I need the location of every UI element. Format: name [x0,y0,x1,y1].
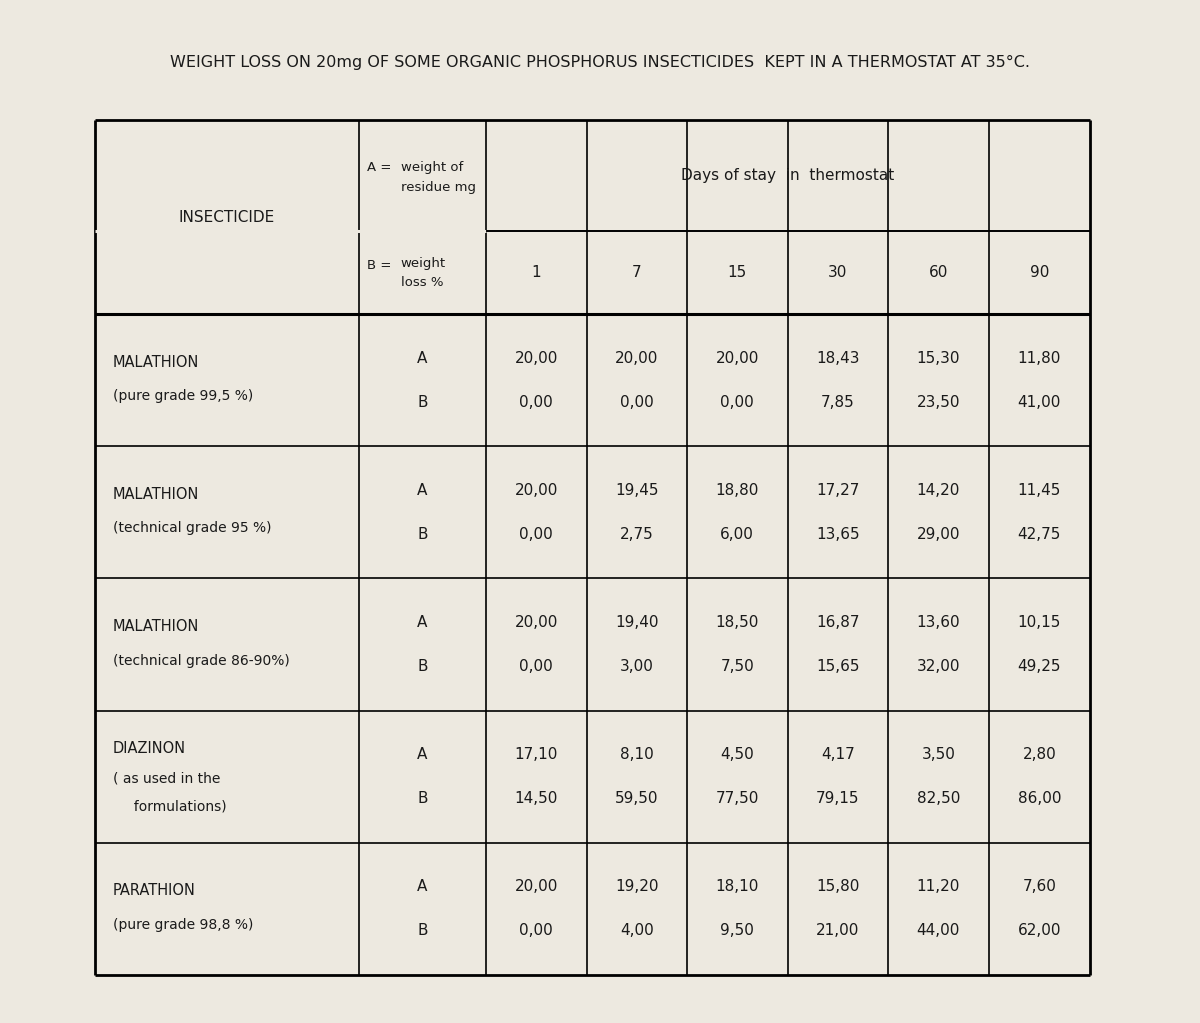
Text: 0,00: 0,00 [520,395,553,409]
Text: 15,30: 15,30 [917,351,960,365]
Text: 15: 15 [727,265,746,280]
Text: 0,00: 0,00 [520,527,553,542]
Text: 0,00: 0,00 [720,395,754,409]
Text: 20,00: 20,00 [515,880,558,894]
Text: A: A [418,351,427,365]
Text: INSECTICIDE: INSECTICIDE [179,210,275,224]
Text: 1: 1 [532,265,541,280]
Text: 13,65: 13,65 [816,527,859,542]
Text: B =: B = [367,259,395,272]
Text: 82,50: 82,50 [917,791,960,806]
Text: 15,80: 15,80 [816,880,859,894]
Text: MALATHION: MALATHION [113,619,199,634]
Text: B: B [418,395,427,409]
Text: 18,50: 18,50 [715,615,758,630]
Text: 14,50: 14,50 [515,791,558,806]
Text: 3,00: 3,00 [620,659,654,674]
Text: 19,45: 19,45 [616,483,659,498]
Text: B: B [418,791,427,806]
Text: 2,80: 2,80 [1022,747,1056,762]
Text: (pure grade 99,5 %): (pure grade 99,5 %) [113,389,253,403]
Text: 19,40: 19,40 [616,615,659,630]
Text: 0,00: 0,00 [620,395,654,409]
Text: 18,10: 18,10 [715,880,758,894]
Text: A: A [418,880,427,894]
Text: 18,80: 18,80 [715,483,758,498]
Text: 20,00: 20,00 [515,483,558,498]
Text: WEIGHT LOSS ON 20mg OF SOME ORGANIC PHOSPHORUS INSECTICIDES  KEPT IN A THERMOSTA: WEIGHT LOSS ON 20mg OF SOME ORGANIC PHOS… [170,54,1030,70]
Text: loss %: loss % [401,276,443,290]
Text: 44,00: 44,00 [917,924,960,938]
Text: 2,75: 2,75 [620,527,654,542]
Text: 20,00: 20,00 [515,351,558,365]
Text: 79,15: 79,15 [816,791,859,806]
Text: 4,50: 4,50 [720,747,754,762]
Text: 0,00: 0,00 [520,659,553,674]
Text: A =: A = [367,161,395,174]
Text: 3,50: 3,50 [922,747,955,762]
Text: A: A [418,483,427,498]
Text: A: A [418,747,427,762]
Text: weight: weight [401,257,446,270]
Text: 13,60: 13,60 [917,615,960,630]
Text: 4,00: 4,00 [620,924,654,938]
Text: 90: 90 [1030,265,1049,280]
Text: 59,50: 59,50 [616,791,659,806]
Text: 32,00: 32,00 [917,659,960,674]
Text: 7,50: 7,50 [720,659,754,674]
Text: 6,00: 6,00 [720,527,755,542]
Text: 11,80: 11,80 [1018,351,1061,365]
Text: (technical grade 95 %): (technical grade 95 %) [113,522,271,535]
Text: 29,00: 29,00 [917,527,960,542]
Text: 77,50: 77,50 [715,791,758,806]
Text: 18,43: 18,43 [816,351,859,365]
Text: formulations): formulations) [125,800,227,813]
Text: 23,50: 23,50 [917,395,960,409]
Text: 0,00: 0,00 [520,924,553,938]
Text: 7,60: 7,60 [1022,880,1056,894]
Text: 17,10: 17,10 [515,747,558,762]
Text: 16,87: 16,87 [816,615,859,630]
Text: weight of: weight of [401,161,463,174]
Text: 15,65: 15,65 [816,659,859,674]
Text: A: A [418,615,427,630]
Text: Days of stay  in  thermostat: Days of stay in thermostat [682,168,895,183]
Text: 9,50: 9,50 [720,924,755,938]
Text: 42,75: 42,75 [1018,527,1061,542]
Text: B: B [418,659,427,674]
Text: 41,00: 41,00 [1018,395,1061,409]
Text: B: B [418,924,427,938]
Text: DIAZINON: DIAZINON [113,742,186,756]
Text: 8,10: 8,10 [620,747,654,762]
Text: (technical grade 86-90%): (technical grade 86-90%) [113,654,289,668]
Text: 20,00: 20,00 [616,351,659,365]
Text: PARATHION: PARATHION [113,884,196,898]
Text: 4,17: 4,17 [821,747,854,762]
Text: MALATHION: MALATHION [113,355,199,369]
Text: 14,20: 14,20 [917,483,960,498]
Text: MALATHION: MALATHION [113,487,199,502]
Text: B: B [418,527,427,542]
Text: 17,27: 17,27 [816,483,859,498]
Text: 86,00: 86,00 [1018,791,1061,806]
Text: 7: 7 [632,265,642,280]
Text: 49,25: 49,25 [1018,659,1061,674]
Text: 21,00: 21,00 [816,924,859,938]
Text: residue mg: residue mg [401,181,475,194]
Text: 20,00: 20,00 [515,615,558,630]
Text: 30: 30 [828,265,847,280]
Text: 62,00: 62,00 [1018,924,1061,938]
Text: 11,45: 11,45 [1018,483,1061,498]
Text: ( as used in the: ( as used in the [113,771,221,786]
Text: 20,00: 20,00 [715,351,758,365]
Text: 7,85: 7,85 [821,395,854,409]
Text: 19,20: 19,20 [616,880,659,894]
Text: 10,15: 10,15 [1018,615,1061,630]
Text: (pure grade 98,8 %): (pure grade 98,8 %) [113,918,253,932]
Text: 11,20: 11,20 [917,880,960,894]
Text: 60: 60 [929,265,948,280]
